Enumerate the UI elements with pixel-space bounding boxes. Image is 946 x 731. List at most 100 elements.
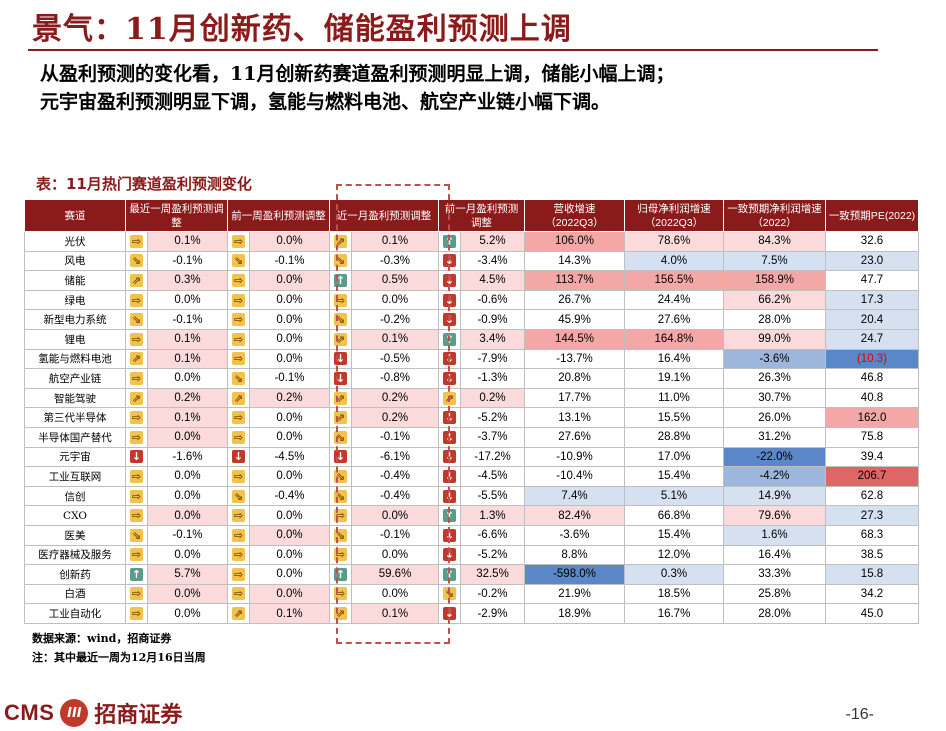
- m1-value: -6.1%: [351, 446, 439, 468]
- m2-value: -0.6%: [460, 289, 525, 311]
- trend-downright-icon: ⇘: [130, 528, 143, 542]
- trend-downright-icon: ⇘: [334, 469, 347, 483]
- trend-upright-icon: ⇗: [130, 352, 143, 366]
- trend-right-icon: ⇨: [130, 411, 143, 425]
- m1-trend-cell: ↓: [329, 368, 352, 389]
- trend-up-icon: ↑: [443, 509, 456, 523]
- table-row: 医美 ⇘ -0.1% ⇨ 0.0% ⇘ -0.1% ↓ -6.6% -3.6% 15.4% 1.6% 6…: [24, 524, 919, 546]
- w1-trend-cell: ⇨: [125, 328, 148, 350]
- trend-downright-icon: ⇘: [334, 528, 347, 542]
- pe-value: 47.7: [825, 270, 919, 291]
- m1-trend-cell: ⇘: [329, 524, 352, 546]
- w2-value: 0.0%: [249, 426, 330, 448]
- np-value: 28.8%: [624, 426, 724, 448]
- w1-value: -0.1%: [147, 524, 228, 546]
- cons-value: 33.3%: [723, 564, 826, 585]
- sector-name: 医美: [24, 524, 126, 546]
- sector-name: 第三代半导体: [24, 407, 126, 428]
- w2-trend-cell: ⇨: [227, 544, 250, 566]
- m1-value: 0.0%: [351, 505, 439, 526]
- trend-down-icon: ↓: [334, 352, 347, 366]
- w1-trend-cell: ⇨: [125, 231, 148, 252]
- np-value: 5.1%: [624, 485, 724, 507]
- trend-downright-icon: ⇘: [334, 313, 347, 327]
- cons-value: -22.0%: [723, 446, 826, 468]
- w2-value: -4.5%: [249, 446, 330, 468]
- m1-trend-cell: ⇨: [329, 505, 352, 526]
- summary-line-2: 元宇宙盈利预测明显下调，氢能与燃料电池、航空产业链小幅下调。: [40, 91, 611, 113]
- w1-trend-cell: ↓: [125, 446, 148, 468]
- rev-value: 14.3%: [524, 250, 625, 272]
- trend-upright-icon: ⇗: [334, 234, 347, 248]
- w2-value: 0.0%: [249, 466, 330, 487]
- w2-trend-cell: ⇨: [227, 309, 250, 330]
- table-row: 智能驾驶 ⇗ 0.2% ⇗ 0.2% ⇗ 0.2% ⇗ 0.2% 17.7% 11.0% 30.7% 4…: [24, 387, 919, 409]
- trend-upright-icon: ⇗: [334, 332, 347, 346]
- np-value: 16.7%: [624, 603, 724, 624]
- sector-name: 智能驾驶: [24, 387, 126, 409]
- trend-down-icon: ↓: [443, 411, 456, 425]
- trend-down-icon: ↓: [443, 273, 456, 287]
- np-value: 18.5%: [624, 583, 724, 605]
- w2-trend-cell: ⇗: [227, 603, 250, 624]
- cons-value: 14.9%: [723, 485, 826, 507]
- m1-value: 0.5%: [351, 270, 439, 291]
- w2-trend-cell: ⇘: [227, 250, 250, 272]
- rev-value: 144.5%: [524, 328, 625, 350]
- trend-right-icon: ⇨: [232, 548, 245, 562]
- trend-upright-icon: ⇗: [130, 273, 143, 287]
- w2-value: 0.0%: [249, 524, 330, 546]
- sector-name: 氢能与燃料电池: [24, 348, 126, 370]
- rev-value: -10.4%: [524, 466, 625, 487]
- sector-name: 锂电: [24, 328, 126, 350]
- m1-trend-cell: ⇨: [329, 544, 352, 566]
- m1-value: 0.1%: [351, 328, 439, 350]
- cons-value: 30.7%: [723, 387, 826, 409]
- cons-value: 26.0%: [723, 407, 826, 428]
- m2-value: 0.2%: [460, 387, 525, 409]
- m1-trend-cell: ⇘: [329, 485, 352, 507]
- w2-value: 0.0%: [249, 309, 330, 330]
- cons-value: 1.6%: [723, 524, 826, 546]
- cons-value: 28.0%: [723, 309, 826, 330]
- trend-right-icon: ⇨: [130, 587, 143, 601]
- m2-value: 4.5%: [460, 270, 525, 291]
- w2-value: 0.0%: [249, 348, 330, 370]
- sector-name: 工业自动化: [24, 603, 126, 624]
- rev-value: 21.9%: [524, 583, 625, 605]
- np-value: 16.4%: [624, 348, 724, 370]
- w2-trend-cell: ⇨: [227, 466, 250, 487]
- m1-value: -0.8%: [351, 368, 439, 389]
- trend-up-icon: ↑: [443, 332, 456, 346]
- trend-down-icon: ↓: [130, 450, 143, 464]
- np-value: 156.5%: [624, 270, 724, 291]
- trend-down-icon: ↓: [443, 371, 456, 385]
- trend-right-icon: ⇨: [232, 352, 245, 366]
- m2-trend-cell: ⇘: [438, 583, 461, 605]
- trend-right-icon: ⇨: [334, 548, 347, 562]
- company-logo: CMS III 招商证券: [4, 697, 182, 729]
- m1-value: -0.1%: [351, 426, 439, 448]
- m1-trend-cell: ↓: [329, 348, 352, 370]
- w1-value: 0.0%: [147, 485, 228, 507]
- w1-trend-cell: ⇨: [125, 603, 148, 624]
- m1-value: -0.1%: [351, 524, 439, 546]
- rev-value: 106.0%: [524, 231, 625, 252]
- w1-trend-cell: ⇨: [125, 368, 148, 389]
- m2-value: -0.2%: [460, 583, 525, 605]
- trend-right-icon: ⇨: [130, 489, 143, 503]
- trend-right-icon: ⇨: [232, 509, 245, 523]
- m2-value: -5.5%: [460, 485, 525, 507]
- w1-trend-cell: ⇨: [125, 466, 148, 487]
- table-row: 工业互联网 ⇨ 0.0% ⇨ 0.0% ⇘ -0.4% ↓ -4.5% -10.4% 15.4% -4…: [24, 466, 919, 487]
- m2-trend-cell: ⇗: [438, 387, 461, 409]
- sector-name: 光伏: [24, 231, 126, 252]
- rev-value: 18.9%: [524, 603, 625, 624]
- trend-upright-icon: ⇗: [130, 391, 143, 405]
- w1-value: 0.1%: [147, 231, 228, 252]
- header-cons: 一致预期净利润增速（2022）: [723, 199, 826, 232]
- trend-right-icon: ⇨: [130, 469, 143, 483]
- m2-trend-cell: ↓: [438, 348, 461, 370]
- table-row: 第三代半导体 ⇨ 0.1% ⇨ 0.0% ⇗ 0.2% ↓ -5.2% 13.1% 15.5% 26.…: [24, 407, 919, 428]
- m2-trend-cell: ↓: [438, 466, 461, 487]
